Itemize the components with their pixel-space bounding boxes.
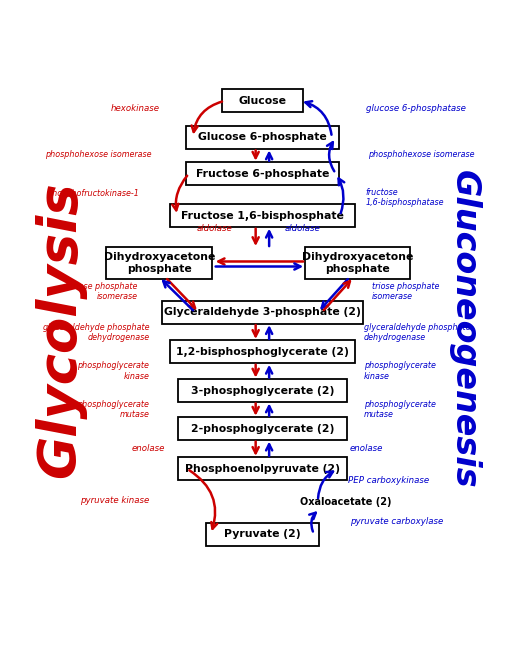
Text: phosphohexose isomerase: phosphohexose isomerase — [45, 150, 152, 159]
Text: Dihydroxyacetone
phosphate: Dihydroxyacetone phosphate — [302, 252, 413, 274]
Text: triose phosphate
isomerase: triose phosphate isomerase — [372, 282, 439, 301]
Text: 2-phosphoglycerate (2): 2-phosphoglycerate (2) — [190, 424, 334, 434]
Text: 1,2-bisphosphoglycerate (2): 1,2-bisphosphoglycerate (2) — [176, 347, 349, 357]
Text: enolase: enolase — [350, 444, 383, 452]
Text: Fructose 1,6-bisphosphate: Fructose 1,6-bisphosphate — [181, 211, 344, 221]
FancyBboxPatch shape — [186, 126, 339, 149]
Text: Oxaloacetate (2): Oxaloacetate (2) — [300, 497, 392, 507]
Text: phosphohexose isomerase: phosphohexose isomerase — [368, 150, 474, 159]
Text: pyruvate carboxylase: pyruvate carboxylase — [350, 516, 443, 526]
Text: triose phosphate
isomerase: triose phosphate isomerase — [70, 282, 137, 301]
Text: Phosphoenolpyruvate (2): Phosphoenolpyruvate (2) — [185, 464, 340, 474]
FancyBboxPatch shape — [170, 204, 355, 228]
Text: Glucose: Glucose — [239, 96, 286, 106]
FancyBboxPatch shape — [162, 301, 363, 324]
Text: Glucose 6-phosphate: Glucose 6-phosphate — [198, 132, 327, 143]
Text: phosphoglycerate
mutase: phosphoglycerate mutase — [77, 400, 150, 419]
FancyBboxPatch shape — [170, 340, 355, 363]
Text: PEP carboxykinase: PEP carboxykinase — [348, 477, 429, 485]
FancyBboxPatch shape — [206, 522, 319, 546]
Text: glyceraldehyde phosphate
dehydrogenase: glyceraldehyde phosphate dehydrogenase — [364, 323, 470, 342]
Text: Glycolysis: Glycolysis — [34, 181, 86, 477]
FancyBboxPatch shape — [178, 379, 347, 402]
Text: hexokinase: hexokinase — [110, 104, 159, 113]
FancyBboxPatch shape — [222, 89, 303, 112]
Text: enolase: enolase — [132, 444, 165, 452]
Text: Gluconeogenesis: Gluconeogenesis — [449, 170, 481, 488]
Text: phosphoglycerate
mutase: phosphoglycerate mutase — [364, 400, 436, 419]
Text: 3-phosphoglycerate (2): 3-phosphoglycerate (2) — [190, 385, 334, 396]
Text: Pyruvate (2): Pyruvate (2) — [224, 529, 301, 539]
Text: Dihydroxyacetone
phosphate: Dihydroxyacetone phosphate — [103, 252, 215, 274]
FancyBboxPatch shape — [178, 417, 347, 440]
Text: aldolase: aldolase — [197, 224, 232, 233]
Text: aldolase: aldolase — [284, 224, 320, 233]
FancyBboxPatch shape — [305, 247, 411, 278]
FancyBboxPatch shape — [178, 457, 347, 481]
Text: Glyceraldehyde 3-phosphate (2): Glyceraldehyde 3-phosphate (2) — [164, 307, 361, 317]
Text: pyruvate kinase: pyruvate kinase — [80, 496, 150, 505]
Text: phosphoglycerate
kinase: phosphoglycerate kinase — [364, 361, 436, 381]
Text: Fructose 6-phosphate: Fructose 6-phosphate — [196, 169, 329, 179]
Text: phosphofructokinase-1: phosphofructokinase-1 — [48, 189, 139, 198]
Text: glyceraldehyde phosphate
dehydrogenase: glyceraldehyde phosphate dehydrogenase — [43, 323, 150, 342]
FancyBboxPatch shape — [106, 247, 212, 278]
FancyBboxPatch shape — [186, 162, 339, 185]
Text: phosphoglycerate
kinase: phosphoglycerate kinase — [77, 361, 150, 381]
Text: fructose
1,6-bisphosphatase: fructose 1,6-bisphosphatase — [366, 188, 444, 207]
Text: glucose 6-phosphatase: glucose 6-phosphatase — [366, 104, 465, 113]
